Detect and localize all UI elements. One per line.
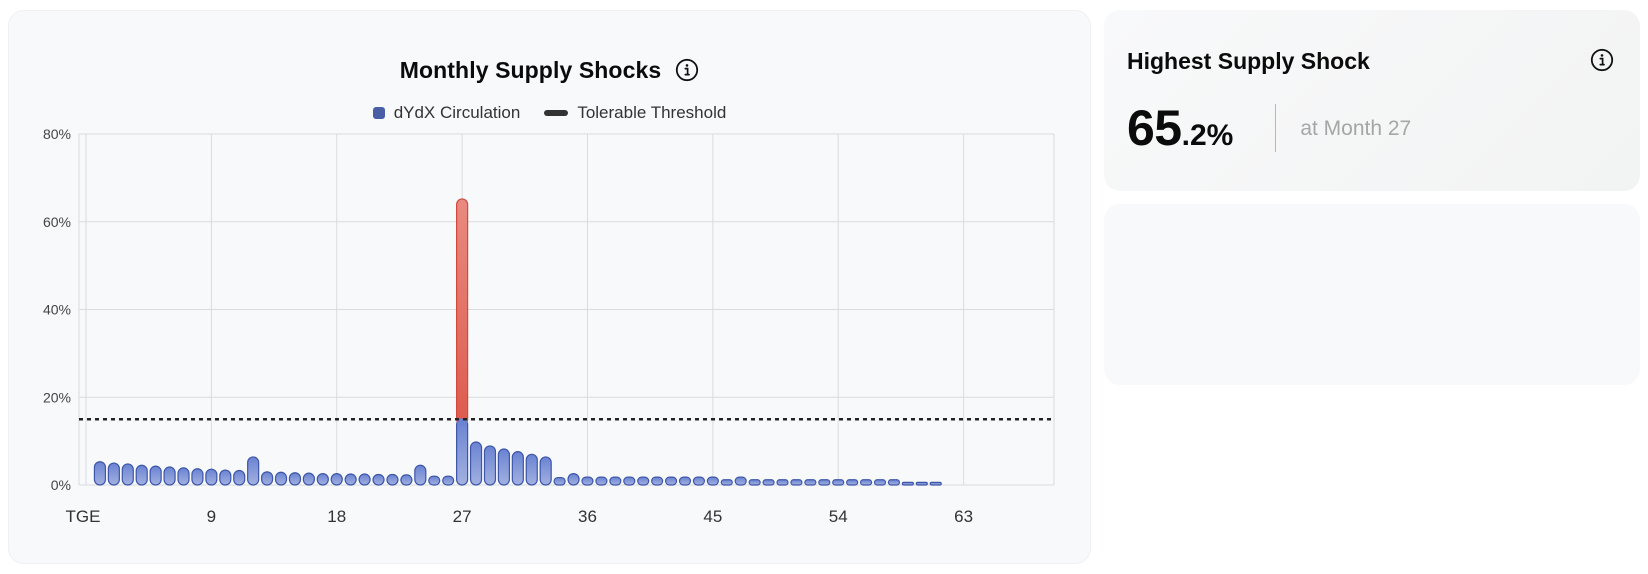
supply-shocks-chart-card: Monthly Supply Shocks dYdX Circulation T… <box>8 10 1091 564</box>
svg-text:36: 36 <box>578 507 597 526</box>
chart-legend: dYdX Circulation Tolerable Threshold <box>9 103 1090 123</box>
chart-title: Monthly Supply Shocks <box>399 56 662 83</box>
svg-text:18: 18 <box>327 507 346 526</box>
svg-text:45: 45 <box>703 507 722 526</box>
info-icon[interactable] <box>1590 48 1614 72</box>
stat-month-label: at Month 27 <box>1300 117 1412 140</box>
chart-header: Monthly Supply Shocks <box>9 55 1090 85</box>
legend-item-threshold[interactable]: Tolerable Threshold <box>544 103 726 123</box>
legend-swatch-threshold-icon <box>544 110 569 116</box>
svg-text:0%: 0% <box>51 477 71 493</box>
stat-value-integer: 65 <box>1127 100 1182 156</box>
stat-value-row: 65 .2% at Month 27 <box>1127 98 1411 158</box>
svg-text:TGE: TGE <box>66 507 101 526</box>
info-icon[interactable] <box>675 58 699 82</box>
highest-supply-shock-card: Highest Supply Shock 65 .2% at Month 27 <box>1104 10 1640 191</box>
stat-divider <box>1275 104 1277 152</box>
svg-text:80%: 80% <box>43 126 71 142</box>
stat-title: Highest Supply Shock <box>1127 48 1370 74</box>
legend-label-circulation: dYdX Circulation <box>393 103 521 122</box>
svg-text:40%: 40% <box>43 302 71 318</box>
svg-text:63: 63 <box>954 507 973 526</box>
bar-chart-plot: 0% 20% 40% 60% 80% TGE 9 18 27 36 45 54 63 <box>43 126 1055 526</box>
legend-swatch-circulation-icon <box>372 107 385 119</box>
legend-label-threshold: Tolerable Threshold <box>577 103 727 122</box>
svg-text:27: 27 <box>453 507 472 526</box>
svg-text:20%: 20% <box>43 389 71 405</box>
svg-text:9: 9 <box>207 507 216 526</box>
legend-item-circulation[interactable]: dYdX Circulation <box>372 103 521 123</box>
stat-value-decimal: .2% <box>1181 119 1234 152</box>
svg-text:54: 54 <box>829 507 848 526</box>
svg-text:60%: 60% <box>43 214 71 230</box>
empty-placeholder-card <box>1104 204 1640 385</box>
